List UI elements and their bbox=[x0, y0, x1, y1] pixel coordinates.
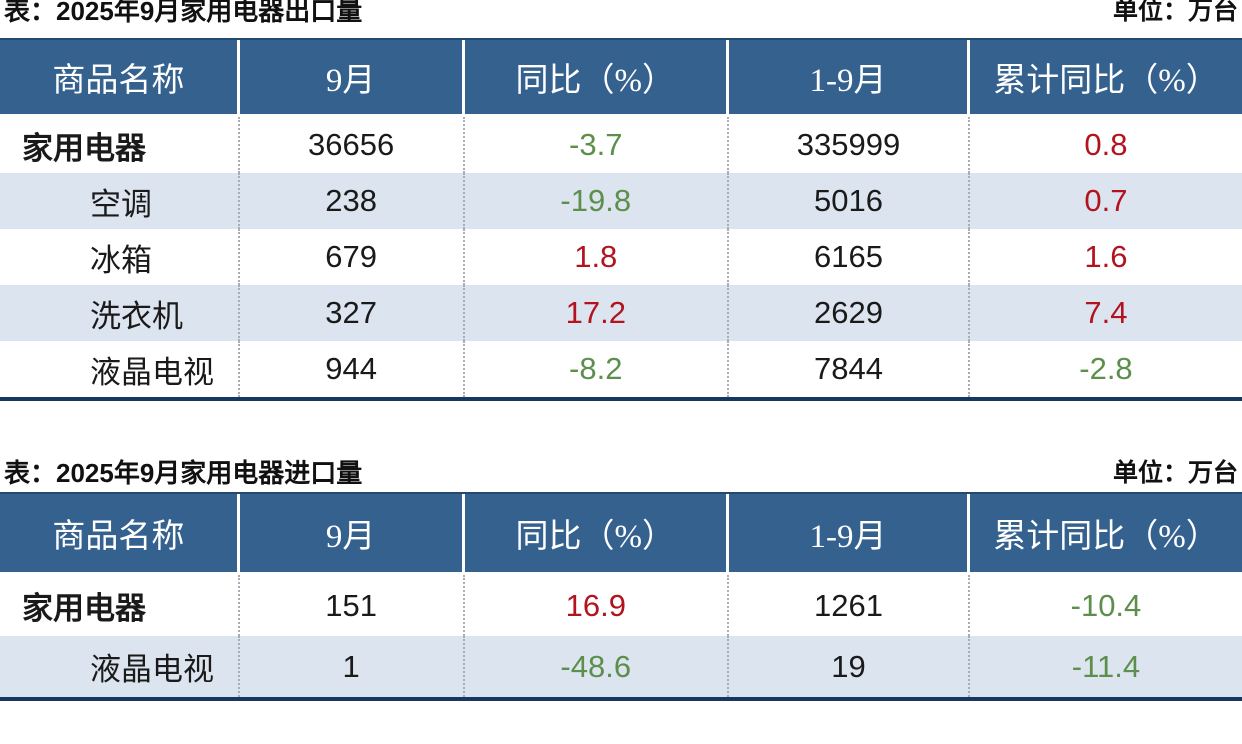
import-unit-label: 单位：万台 bbox=[1112, 459, 1238, 487]
value-cell-september: 238 bbox=[240, 173, 465, 229]
header-cell-yoy: 同比（%） bbox=[465, 40, 730, 114]
value-cell-cumulative-yoy: 1.6 bbox=[1084, 239, 1128, 274]
product-name-cell: 洗衣机 bbox=[0, 285, 240, 341]
table-row-air-conditioner: 空调 238 -19.8 5016 0.7 bbox=[0, 173, 1242, 229]
table-row-lcd-tv: 液晶电视 1 -48.6 19 -11.4 bbox=[0, 636, 1242, 697]
value-cell-yoy: -19.8 bbox=[465, 173, 730, 229]
value-cell-cumulative-yoy: 7.4 bbox=[1084, 295, 1128, 330]
table-row-appliances-total: 家用电器 151 16.9 1261 -10.4 bbox=[0, 575, 1242, 636]
value-cell-cumulative-yoy: 0.7 bbox=[1084, 183, 1128, 218]
header-cell-september: 9月 bbox=[240, 40, 465, 114]
value-cell-yoy: -48.6 bbox=[465, 636, 730, 697]
header-cell-cumulative-yoy: 累计同比（%） bbox=[993, 519, 1219, 555]
value-cell-jan-sep: 6165 bbox=[729, 229, 970, 285]
value-cell-yoy: 1.8 bbox=[465, 229, 730, 285]
export-table-titlebar: 表：2025年9月家用电器出口量 单位：万台 bbox=[0, 0, 1242, 38]
import-table: 商品名称 9月 同比（%） 1-9月 累计同比（%） 家用电器 151 16.9… bbox=[0, 492, 1242, 701]
table-row-washing-machine: 洗衣机 327 17.2 2629 7.4 bbox=[0, 285, 1242, 341]
header-cell-product-name: 商品名称 bbox=[0, 40, 240, 114]
export-unit-label: 单位：万台 bbox=[1112, 0, 1238, 25]
value-cell-jan-sep: 2629 bbox=[729, 285, 970, 341]
header-cell-yoy: 同比（%） bbox=[465, 494, 730, 572]
value-cell-jan-sep: 1261 bbox=[729, 575, 970, 636]
value-cell-cumulative-yoy: -2.8 bbox=[1079, 351, 1133, 386]
header-cell-jan-sep: 1-9月 bbox=[729, 40, 970, 114]
value-cell-september: 151 bbox=[240, 575, 465, 636]
product-name-cell: 冰箱 bbox=[0, 229, 240, 285]
header-cell-product-name: 商品名称 bbox=[0, 494, 240, 572]
value-cell-september: 36656 bbox=[240, 117, 465, 173]
value-cell-september: 327 bbox=[240, 285, 465, 341]
value-cell-jan-sep: 5016 bbox=[729, 173, 970, 229]
product-name-cell: 家用电器 bbox=[0, 575, 240, 636]
import-table-header-row: 商品名称 9月 同比（%） 1-9月 累计同比（%） bbox=[0, 492, 1242, 575]
value-cell-jan-sep: 7844 bbox=[729, 341, 970, 397]
header-cell-jan-sep: 1-9月 bbox=[729, 494, 970, 572]
export-table-header-row: 商品名称 9月 同比（%） 1-9月 累计同比（%） bbox=[0, 38, 1242, 117]
header-cell-september: 9月 bbox=[240, 494, 465, 572]
product-name-cell: 家用电器 bbox=[0, 117, 240, 173]
table-row-refrigerator: 冰箱 679 1.8 6165 1.6 bbox=[0, 229, 1242, 285]
value-cell-september: 1 bbox=[240, 636, 465, 697]
product-name-cell: 空调 bbox=[0, 173, 240, 229]
export-table: 商品名称 9月 同比（%） 1-9月 累计同比（%） 家用电器 36656 -3… bbox=[0, 38, 1242, 401]
value-cell-jan-sep: 19 bbox=[729, 636, 970, 697]
header-cell-cumulative-yoy: 累计同比（%） bbox=[993, 63, 1219, 99]
product-name-cell: 液晶电视 bbox=[0, 636, 240, 697]
table-row-appliances-total: 家用电器 36656 -3.7 335999 0.8 bbox=[0, 117, 1242, 173]
value-cell-yoy: -3.7 bbox=[465, 117, 730, 173]
value-cell-jan-sep: 335999 bbox=[729, 117, 970, 173]
import-table-titlebar: 表：2025年9月家用电器进口量 单位：万台 bbox=[0, 458, 1242, 492]
value-cell-september: 679 bbox=[240, 229, 465, 285]
value-cell-yoy: 16.9 bbox=[465, 575, 730, 636]
export-table-title: 表：2025年9月家用电器出口量 bbox=[4, 0, 363, 26]
value-cell-yoy: 17.2 bbox=[465, 285, 730, 341]
value-cell-cumulative-yoy: -11.4 bbox=[1071, 648, 1141, 684]
value-cell-cumulative-yoy: 0.8 bbox=[1084, 127, 1128, 162]
product-name-cell: 液晶电视 bbox=[0, 341, 240, 397]
value-cell-cumulative-yoy: -10.4 bbox=[1070, 587, 1142, 623]
value-cell-september: 944 bbox=[240, 341, 465, 397]
table-row-lcd-tv: 液晶电视 944 -8.2 7844 -2.8 bbox=[0, 341, 1242, 397]
import-table-title: 表：2025年9月家用电器进口量 bbox=[4, 458, 363, 488]
value-cell-yoy: -8.2 bbox=[465, 341, 730, 397]
